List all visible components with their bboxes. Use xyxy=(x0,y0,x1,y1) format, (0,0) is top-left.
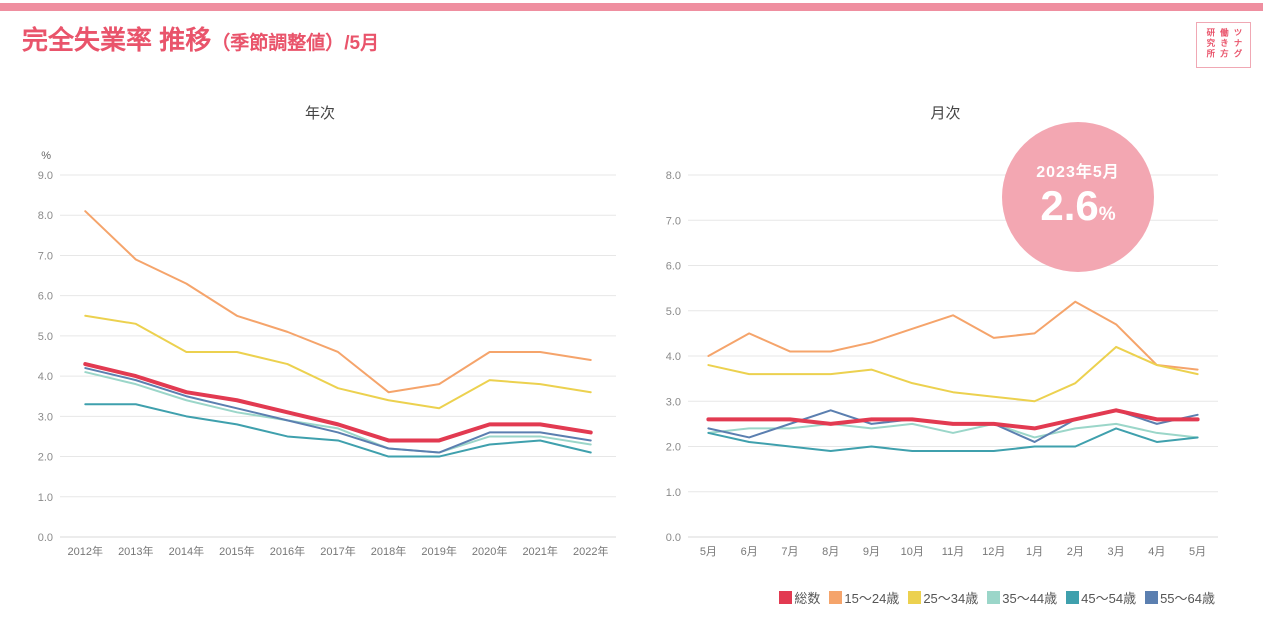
logo-tsunagu: ツナグ働き方研究所 xyxy=(1196,22,1251,68)
x-tick-label: 6月 xyxy=(741,546,758,558)
y-tick-label: 0.0 xyxy=(666,532,681,544)
legend-swatch xyxy=(779,591,793,604)
header: 完全失業率 推移（季節調整値）/5月 ツナグ働き方研究所 xyxy=(0,11,1263,75)
x-tick-label: 8月 xyxy=(822,546,839,558)
y-tick-label: 2.0 xyxy=(38,452,53,464)
stat-badge-value-row: 2.6% xyxy=(1002,182,1154,230)
y-tick-label: 1.0 xyxy=(666,487,681,499)
x-tick-label: 5月 xyxy=(1189,546,1206,558)
charts-row: 年次 0.0 1.0 2.0 3.0 4.0 5.0 6.0 7.0 8.0 9.0% 2012年 2… xyxy=(0,102,1263,579)
x-tick-label: 7月 xyxy=(781,546,798,558)
top-bar xyxy=(0,3,1263,11)
legend-item: 35〜44歳 xyxy=(987,588,1057,607)
x-tick-label: 12月 xyxy=(982,546,1005,558)
legend-item: 55〜64歳 xyxy=(1145,588,1215,607)
legend-label: 15〜24歳 xyxy=(844,591,900,606)
annual-chart-block: 年次 0.0 1.0 2.0 3.0 4.0 5.0 6.0 7.0 8.0 9.0% 2012年 2… xyxy=(10,102,630,579)
y-tick-label: 5.0 xyxy=(666,306,681,318)
y-tick-label: 2.0 xyxy=(666,442,681,454)
x-tick-label: 2016年 xyxy=(270,544,305,558)
x-tick-label: 2015年 xyxy=(219,544,254,558)
annual-chart-title: 年次 xyxy=(304,105,335,122)
y-tick-label: 4.0 xyxy=(38,371,53,383)
x-tick-label: 2月 xyxy=(1067,546,1084,558)
stat-badge-unit: % xyxy=(1098,204,1116,225)
x-tick-label: 5月 xyxy=(700,546,717,558)
series-line-3 xyxy=(84,403,592,458)
legend-swatch xyxy=(1066,591,1080,604)
legend-item: 15〜24歳 xyxy=(829,588,899,607)
legend-item: 45〜54歳 xyxy=(1066,588,1136,607)
legend-item: 25〜34歳 xyxy=(908,588,978,607)
x-tick-label: 2013年 xyxy=(118,544,153,558)
y-tick-label: 3.0 xyxy=(666,396,681,408)
x-tick-label: 2020年 xyxy=(472,544,507,558)
stat-badge: 2023年5月 2.6% xyxy=(1002,122,1154,272)
series-line-0 xyxy=(84,210,592,394)
y-tick-label: 9.0 xyxy=(38,170,53,182)
x-tick-label: 11月 xyxy=(942,546,964,558)
series-line-0 xyxy=(707,300,1199,371)
x-tick-label: 2022年 xyxy=(573,544,608,558)
y-tick-label: 3.0 xyxy=(38,411,53,423)
legend-label: 45〜54歳 xyxy=(1081,591,1137,606)
legend-label: 総数 xyxy=(794,591,821,606)
y-tick-label: 7.0 xyxy=(38,250,53,262)
y-tick-label: 7.0 xyxy=(666,215,681,227)
x-tick-label: 3月 xyxy=(1108,546,1125,558)
x-tick-label: 2014年 xyxy=(169,544,204,558)
legend-swatch xyxy=(908,591,922,604)
y-tick-label: 8.0 xyxy=(666,170,681,182)
x-tick-label: 2019年 xyxy=(421,544,456,558)
legend: 総数 15〜24歳 25〜34歳 35〜44歳 45〜54歳 55〜64歳 xyxy=(770,588,1215,607)
legend-item: 総数 xyxy=(779,588,820,607)
series-line-3 xyxy=(707,427,1199,453)
stat-badge-date: 2023年5月 xyxy=(1036,164,1120,181)
y-tick-label: 6.0 xyxy=(38,291,53,303)
legend-label: 55〜64歳 xyxy=(1160,591,1215,606)
legend-label: 35〜44歳 xyxy=(1002,591,1058,606)
y-tick-label: 6.0 xyxy=(666,261,681,273)
y-tick-label: 5.0 xyxy=(38,331,53,343)
x-tick-label: 2021年 xyxy=(522,544,557,558)
y-tick-label: 8.0 xyxy=(38,210,53,222)
x-tick-label: 2012年 xyxy=(68,544,103,558)
series-line-5 xyxy=(706,408,1200,431)
page-title-main: 完全失業率 推移 xyxy=(22,25,212,55)
legend-swatch xyxy=(1145,591,1159,604)
series-line-2 xyxy=(707,422,1199,439)
legend-swatch xyxy=(987,591,1001,604)
legend-label: 25〜34歳 xyxy=(923,591,979,606)
monthly-chart-title: 月次 xyxy=(930,105,961,122)
x-tick-label: 9月 xyxy=(863,546,880,558)
y-tick-label: 1.0 xyxy=(38,492,53,504)
legend-swatch xyxy=(829,591,843,604)
series-line-2 xyxy=(84,371,592,454)
y-tick-label: 0.0 xyxy=(38,532,53,544)
series-line-5 xyxy=(83,362,593,443)
y-tick-label: 4.0 xyxy=(666,351,681,363)
x-tick-label: 2018年 xyxy=(371,544,406,558)
x-tick-label: 1月 xyxy=(1026,546,1043,558)
series-line-4 xyxy=(84,367,592,454)
page-title-sub: （季節調整値）/5月 xyxy=(211,33,380,54)
stat-badge-value: 2.6 xyxy=(1040,182,1099,229)
annual-chart-svg: 0.0 1.0 2.0 3.0 4.0 5.0 6.0 7.0 8.0 9.0% 2012年 2013… xyxy=(38,150,616,558)
x-tick-label: 4月 xyxy=(1148,546,1165,558)
series-line-1 xyxy=(707,345,1199,403)
page-title: 完全失業率 推移（季節調整値）/5月 xyxy=(22,20,379,57)
x-tick-label: 10月 xyxy=(901,546,924,558)
x-tick-label: 2017年 xyxy=(320,544,355,558)
series-line-1 xyxy=(84,314,592,410)
y-axis-unit: % xyxy=(41,150,51,162)
